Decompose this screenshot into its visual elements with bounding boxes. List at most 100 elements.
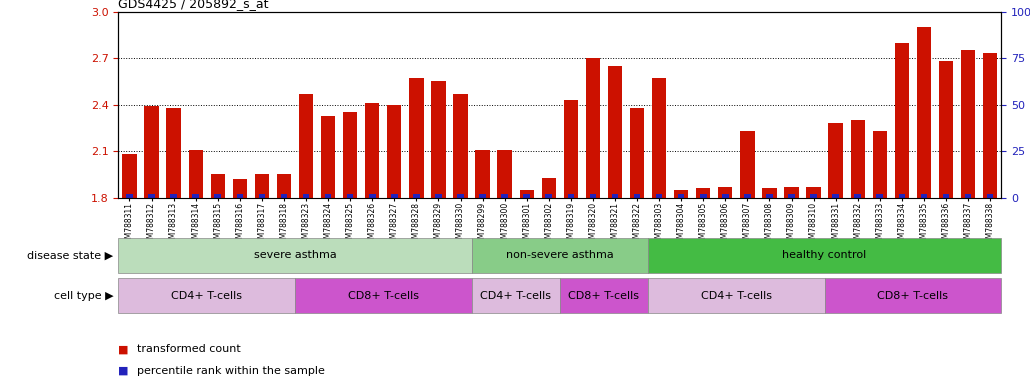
Bar (432, 81, 446, 198)
Bar (542, 177, 556, 198)
Bar (652, 78, 666, 198)
Bar (744, 194, 751, 198)
Bar (895, 43, 909, 198)
Bar (766, 194, 772, 198)
Text: ■: ■ (118, 344, 129, 354)
Bar (409, 78, 423, 198)
Text: transformed count: transformed count (137, 344, 241, 354)
Bar (303, 194, 309, 198)
Bar (126, 194, 133, 198)
Bar (855, 194, 861, 198)
Bar (118, 238, 472, 273)
Bar (633, 194, 641, 198)
Bar (965, 194, 971, 198)
Bar (259, 194, 265, 198)
Text: severe asthma: severe asthma (253, 250, 337, 260)
Bar (718, 187, 732, 198)
Text: CD4+ T-cells: CD4+ T-cells (480, 291, 551, 301)
Bar (832, 194, 839, 198)
Text: disease state ▶: disease state ▶ (27, 250, 113, 260)
Bar (648, 278, 825, 313)
Bar (678, 194, 685, 198)
Text: healthy control: healthy control (783, 250, 866, 260)
Bar (696, 189, 711, 198)
Bar (365, 103, 379, 198)
Text: CD8+ T-cells: CD8+ T-cells (348, 291, 419, 301)
Bar (784, 187, 798, 198)
Bar (630, 108, 644, 198)
Bar (806, 187, 821, 198)
Bar (917, 27, 931, 198)
Bar (324, 194, 332, 198)
Bar (563, 100, 578, 198)
Bar (118, 278, 295, 313)
Bar (825, 278, 1001, 313)
Bar (674, 190, 688, 198)
Bar (608, 66, 622, 198)
Text: cell type ▶: cell type ▶ (54, 291, 113, 301)
Bar (560, 278, 648, 313)
Bar (391, 194, 398, 198)
Bar (193, 194, 199, 198)
Bar (214, 194, 221, 198)
Bar (872, 131, 887, 198)
Bar (648, 238, 1001, 273)
Bar (280, 194, 287, 198)
Bar (942, 194, 950, 198)
Bar (299, 94, 313, 198)
Bar (983, 53, 997, 198)
Bar (321, 116, 336, 198)
Text: GDS4425 / 205892_s_at: GDS4425 / 205892_s_at (118, 0, 269, 10)
Bar (387, 104, 402, 198)
Text: non-severe asthma: non-severe asthma (506, 250, 614, 260)
Text: CD8+ T-cells: CD8+ T-cells (878, 291, 949, 301)
Bar (472, 238, 648, 273)
Bar (144, 106, 159, 198)
Bar (343, 113, 357, 198)
Text: ■: ■ (118, 366, 129, 376)
Bar (586, 58, 600, 198)
Bar (347, 194, 353, 198)
Bar (277, 174, 291, 198)
Bar (656, 194, 662, 198)
Bar (167, 108, 181, 198)
Text: CD4+ T-cells: CD4+ T-cells (700, 291, 771, 301)
Bar (921, 194, 927, 198)
Bar (233, 179, 247, 198)
Bar (828, 123, 843, 198)
Bar (612, 194, 618, 198)
Bar (722, 194, 728, 198)
Bar (170, 194, 177, 198)
Bar (148, 194, 154, 198)
Bar (502, 194, 508, 198)
Bar (519, 190, 534, 198)
Bar (254, 174, 269, 198)
Bar (472, 278, 560, 313)
Bar (788, 194, 795, 198)
Bar (961, 50, 975, 198)
Bar (188, 150, 203, 198)
Text: CD4+ T-cells: CD4+ T-cells (171, 291, 242, 301)
Bar (237, 194, 243, 198)
Bar (435, 194, 442, 198)
Bar (938, 61, 953, 198)
Bar (457, 194, 464, 198)
Bar (898, 194, 905, 198)
Bar (741, 131, 755, 198)
Text: percentile rank within the sample: percentile rank within the sample (137, 366, 324, 376)
Bar (210, 174, 225, 198)
Bar (295, 278, 472, 313)
Bar (413, 194, 419, 198)
Bar (877, 194, 883, 198)
Bar (546, 194, 552, 198)
Bar (589, 194, 596, 198)
Bar (811, 194, 817, 198)
Bar (479, 194, 486, 198)
Bar (497, 150, 512, 198)
Bar (476, 150, 489, 198)
Bar (123, 154, 137, 198)
Bar (568, 194, 574, 198)
Bar (700, 194, 707, 198)
Bar (762, 189, 777, 198)
Bar (523, 194, 530, 198)
